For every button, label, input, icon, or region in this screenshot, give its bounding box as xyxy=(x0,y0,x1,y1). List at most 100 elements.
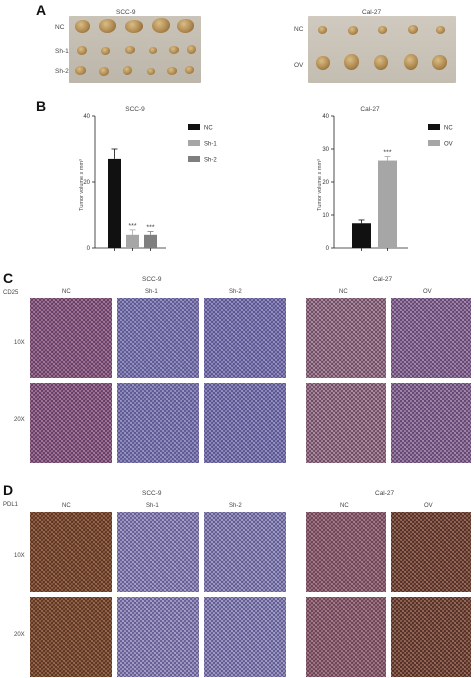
ihc-micrograph xyxy=(30,512,112,592)
bar xyxy=(126,234,139,248)
y-tick-label: 20 xyxy=(322,180,329,186)
y-tick-label: 30 xyxy=(322,147,329,153)
panel-a-row-label: NC xyxy=(294,26,304,33)
tumor xyxy=(125,20,143,33)
legend-swatch xyxy=(188,124,200,130)
tumor xyxy=(318,26,327,34)
ihc-micrograph xyxy=(117,512,199,592)
panel-c-stain-label: CD25 xyxy=(3,290,19,296)
ihc-micrograph xyxy=(204,512,286,592)
tumor xyxy=(99,19,116,33)
tumor xyxy=(408,25,418,34)
panel-a-letter: A xyxy=(36,2,47,18)
tumor xyxy=(149,47,157,54)
col-label: NC xyxy=(62,503,71,509)
panel-d-scc9-title: SCC-9 xyxy=(142,490,162,497)
legend-label: Sh-1 xyxy=(204,142,217,148)
tumor xyxy=(147,68,155,75)
chart-title: SCC-9 xyxy=(125,106,145,113)
ihc-micrograph xyxy=(30,383,112,463)
scc9-volume-chart: SCC-9 Tumor volume x mm³ 0 20 40 *** *** NC Sh… xyxy=(79,106,217,252)
tumor xyxy=(378,26,387,34)
ihc-micrograph xyxy=(306,298,386,378)
cal27-volume-chart: Cal-27 Tumor volume x mm³ 0 10 20 30 40 *** NC… xyxy=(317,106,453,252)
magnification-label: 10X xyxy=(14,340,25,346)
panel-a-scc9-title: SCC-9 xyxy=(116,9,136,16)
tumor xyxy=(404,54,418,70)
y-tick-label: 0 xyxy=(87,246,91,252)
col-label: Sh-1 xyxy=(145,289,158,295)
col-label: Sh-2 xyxy=(229,289,242,295)
ihc-micrograph xyxy=(391,383,471,463)
panel-c-scc9-title: SCC-9 xyxy=(142,276,162,283)
col-label: NC xyxy=(340,503,349,509)
bar xyxy=(352,223,371,248)
legend-label: Sh-2 xyxy=(204,158,217,164)
col-label: Sh-1 xyxy=(146,503,159,509)
y-tick-label: 10 xyxy=(322,213,329,219)
ihc-micrograph xyxy=(117,383,199,463)
panel-d-cal27-title: Cal-27 xyxy=(375,490,395,497)
scc9-tumor-photo xyxy=(69,16,201,83)
y-tick-label: 20 xyxy=(83,180,90,186)
magnification-label: 10X xyxy=(14,553,25,559)
panel-a-row-label: Sh-1 xyxy=(55,48,69,55)
tumor xyxy=(348,26,358,35)
panel-a-row-label: OV xyxy=(294,62,304,69)
tumor xyxy=(101,47,110,55)
bar xyxy=(144,234,157,248)
significance-label: *** xyxy=(383,150,391,157)
ihc-micrograph xyxy=(30,597,112,677)
ihc-micrograph xyxy=(306,512,386,592)
tumor xyxy=(177,19,194,33)
y-tick-label: 40 xyxy=(83,114,90,120)
tumor xyxy=(167,67,177,75)
legend-swatch xyxy=(188,156,200,162)
y-tick-label: 40 xyxy=(322,114,329,120)
legend-label: NC xyxy=(204,126,213,132)
tumor xyxy=(75,66,86,75)
panel-a-cal27-title: Cal-27 xyxy=(362,9,382,16)
ihc-micrograph xyxy=(204,597,286,677)
tumor xyxy=(316,56,330,70)
tumor xyxy=(432,55,447,70)
ihc-micrograph xyxy=(391,597,471,677)
tumor xyxy=(185,66,194,74)
significance-label: *** xyxy=(146,225,154,232)
ihc-micrograph xyxy=(306,383,386,463)
magnification-label: 20X xyxy=(14,417,25,423)
tumor xyxy=(123,66,132,75)
ihc-micrograph xyxy=(30,298,112,378)
tumor xyxy=(99,67,109,76)
tumor xyxy=(77,46,87,55)
ihc-micrograph xyxy=(204,298,286,378)
panel-c-cal27-title: Cal-27 xyxy=(373,276,393,283)
ihc-micrograph xyxy=(391,512,471,592)
panel-d-letter: D xyxy=(3,482,14,498)
legend-swatch xyxy=(188,140,200,146)
tumor xyxy=(152,18,170,33)
col-label: NC xyxy=(339,289,348,295)
tumor xyxy=(75,20,90,33)
magnification-label: 20X xyxy=(14,632,25,638)
tumor xyxy=(374,55,388,70)
tumor xyxy=(344,54,359,70)
legend-swatch xyxy=(428,140,440,146)
panel-d-stain-label: PDL1 xyxy=(3,502,19,508)
chart-title: Cal-27 xyxy=(360,106,380,113)
y-axis-label: Tumor volume x mm³ xyxy=(317,159,323,211)
legend-swatch xyxy=(428,124,440,130)
legend-label: OV xyxy=(444,142,453,148)
bar xyxy=(108,158,121,248)
panel-a-row-label: Sh-2 xyxy=(55,68,69,75)
col-label: Sh-2 xyxy=(229,503,242,509)
ihc-micrograph xyxy=(204,383,286,463)
col-label: OV xyxy=(423,289,432,295)
tumor xyxy=(187,45,196,54)
y-tick-label: 0 xyxy=(326,246,330,252)
significance-label: *** xyxy=(128,223,136,230)
ihc-micrograph xyxy=(391,298,471,378)
tumor xyxy=(125,46,135,54)
bar xyxy=(378,160,397,248)
panel-b-letter: B xyxy=(36,98,47,114)
